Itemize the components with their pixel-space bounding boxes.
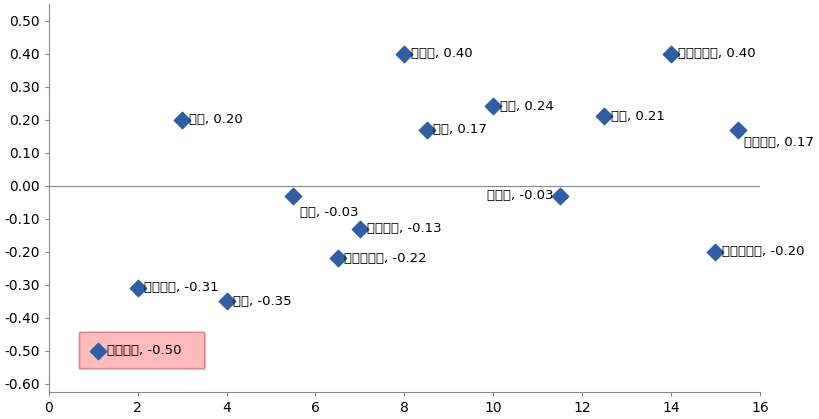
Point xyxy=(91,347,104,354)
Point xyxy=(419,126,432,133)
Point xyxy=(131,285,144,291)
Text: 싱가포르, -0.31: 싱가포르, -0.31 xyxy=(144,282,219,295)
Text: 핀란드, 0.40: 핀란드, 0.40 xyxy=(410,47,472,60)
Point xyxy=(731,126,744,133)
Text: 호주, 0.21: 호주, 0.21 xyxy=(610,110,664,123)
Text: 이스라엘, -0.13: 이스라엘, -0.13 xyxy=(366,222,441,235)
Text: 대만, 0.20: 대만, 0.20 xyxy=(188,113,242,126)
Text: 미국, 0.17: 미국, 0.17 xyxy=(432,123,486,136)
Point xyxy=(597,113,610,120)
Point xyxy=(553,192,566,199)
FancyBboxPatch shape xyxy=(79,332,205,369)
Text: 대한민국, -0.50: 대한민국, -0.50 xyxy=(106,344,181,357)
Text: 형가리, -0.03: 형가리, -0.03 xyxy=(486,189,553,202)
Point xyxy=(708,248,721,255)
Text: 홍콩, -0.35: 홍콩, -0.35 xyxy=(233,295,292,308)
Text: 일본, -0.03: 일본, -0.03 xyxy=(300,205,358,218)
Point xyxy=(331,255,344,261)
Text: 슬로베니아, 0.40: 슬로베니아, 0.40 xyxy=(676,47,754,60)
Text: 영국, 0.24: 영국, 0.24 xyxy=(500,100,553,113)
Point xyxy=(175,116,188,123)
Text: 러시아연방, -0.22: 러시아연방, -0.22 xyxy=(344,252,427,265)
Point xyxy=(397,50,410,57)
Point xyxy=(353,225,366,232)
Point xyxy=(287,192,300,199)
Text: 이탈리아, 0.17: 이탈리아, 0.17 xyxy=(744,136,813,149)
Point xyxy=(219,298,233,305)
Point xyxy=(486,103,499,110)
Point xyxy=(663,50,676,57)
Text: 리투아니아, -0.20: 리투아니아, -0.20 xyxy=(722,245,803,258)
